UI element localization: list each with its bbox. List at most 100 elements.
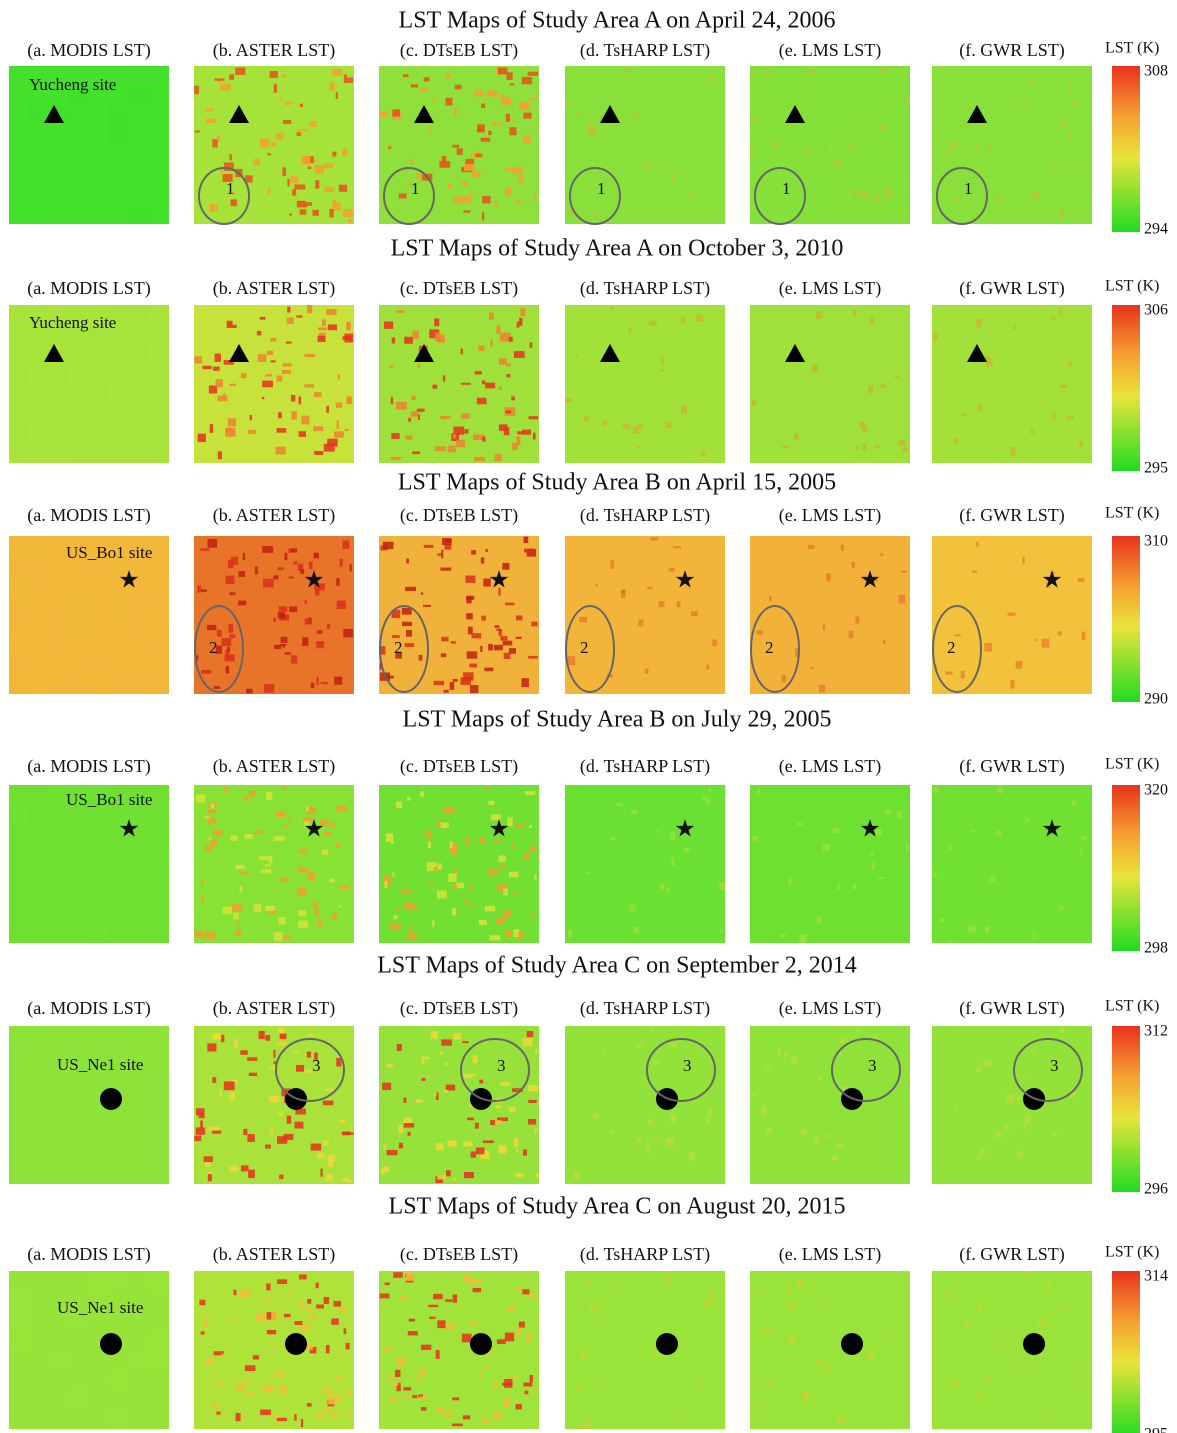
patch [484,668,493,672]
patch [422,1078,426,1081]
patch [961,671,965,679]
map-panel [750,536,910,694]
patch [275,1371,283,1378]
patch [516,1150,519,1153]
patch [508,1306,514,1312]
patch [408,1331,418,1335]
pixel [9,1085,29,1105]
patch [453,434,457,438]
patch [246,689,253,694]
patch [448,873,456,882]
patch [408,418,411,422]
patch [321,1169,323,1177]
patch [901,571,907,573]
pixel [49,1390,69,1410]
patch [437,335,445,343]
pixel [149,384,169,404]
patch [1012,1333,1018,1336]
patch [468,1074,475,1076]
pixel [49,125,69,145]
patch [524,853,530,860]
region-label: 3 [1050,1056,1059,1075]
patch [280,1034,287,1039]
pixel [109,125,129,145]
site-marker: ★ [674,817,696,843]
patch [681,317,685,323]
patch [978,1155,982,1159]
patch [505,1333,514,1342]
patch [316,1414,326,1418]
patch [849,142,854,148]
map [379,536,539,694]
pixel [149,66,169,86]
patch [342,1177,349,1181]
pixel [149,404,169,424]
patch [849,631,854,639]
patch [903,447,909,451]
patch [755,156,757,159]
patch [514,351,525,358]
pixel [9,1409,29,1429]
patch [408,905,417,910]
patch [240,872,251,874]
patch [472,1279,482,1284]
pixel [129,1330,149,1350]
pixel [49,384,69,404]
patch [326,309,336,315]
patch [505,603,514,606]
patch [248,430,256,434]
pixel [129,1370,149,1390]
patch [837,884,840,890]
panel-label: (d. TsHARP LST) [580,40,710,61]
patch [510,127,517,135]
patch [327,1155,334,1161]
patch [1069,132,1071,140]
patch [679,172,682,175]
patch [397,310,405,313]
patch [391,842,394,844]
patch [476,1147,485,1154]
pixel [9,615,29,635]
pixel [149,1085,169,1105]
patch [987,144,991,150]
pixel [129,1409,149,1429]
patch [273,1346,276,1349]
pixel [129,1085,149,1105]
patch [214,79,224,81]
colorbar-max: 312 [1144,1023,1168,1040]
patch [339,559,342,567]
patch [519,102,530,109]
patch [498,1145,506,1153]
pixel [9,86,29,106]
patch [481,138,491,142]
patch [472,905,475,908]
patch [511,396,515,400]
patch [697,1377,701,1383]
panel-label: (c. DTsEB LST) [400,998,518,1019]
patch [944,1293,951,1298]
pixel [89,825,109,845]
pixel [109,204,129,224]
patch [503,910,511,917]
patch [905,97,907,104]
pixel [149,1066,169,1086]
patch [981,1149,986,1154]
map [750,536,910,694]
patch [253,1355,259,1359]
patch [212,1077,216,1083]
patch [435,1093,437,1095]
pixel [9,1370,29,1390]
patch [485,383,495,389]
patch [878,877,886,879]
pixel [89,1390,109,1410]
patch [396,909,399,912]
patch [453,1294,458,1302]
patch [528,1119,536,1125]
pixel [149,825,169,845]
patch [207,539,217,548]
pixel [129,145,149,165]
patch [390,923,401,929]
site-marker: ★ [488,817,510,843]
patch [886,188,892,197]
pixel [49,576,69,596]
